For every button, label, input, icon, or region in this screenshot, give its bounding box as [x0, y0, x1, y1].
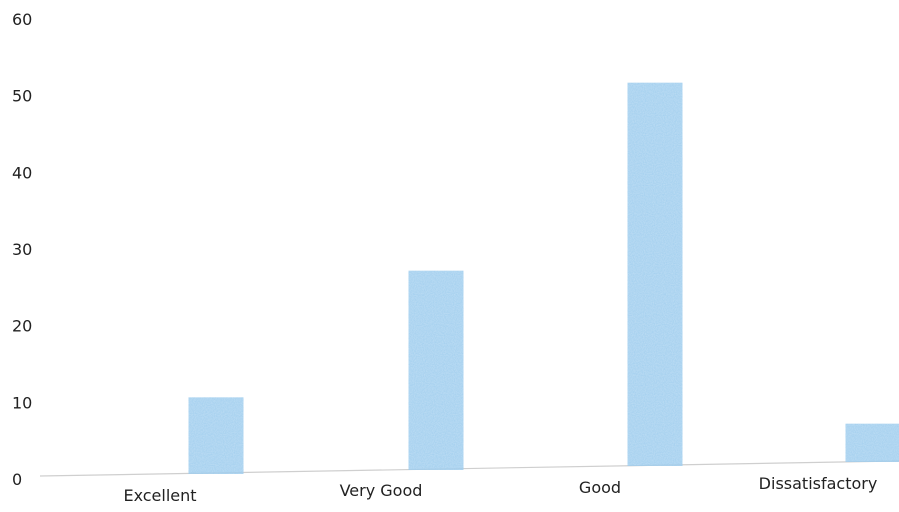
category-labels: Excellent Very Good Good Dissatisfactory [123, 474, 877, 505]
x-axis-baseline [39, 460, 899, 477]
category-label-excellent: Excellent [123, 486, 196, 505]
y-tick-label-10: 10 [12, 393, 32, 412]
y-tick-label-60: 60 [12, 10, 32, 29]
category-label-good: Good [579, 478, 621, 497]
y-tick-label-20: 20 [12, 317, 32, 336]
bar-good [627, 82, 683, 467]
bar-dissatisfactory [845, 423, 899, 462]
category-label-dissatisfactory: Dissatisfactory [759, 474, 878, 493]
y-tick-label-40: 40 [12, 163, 32, 182]
bar-excellent [188, 397, 244, 474]
y-axis-tick-labels: 0 10 20 30 40 50 60 [12, 10, 32, 489]
bars [188, 82, 899, 474]
category-label-very-good: Very Good [340, 481, 423, 500]
bar-very-good [408, 270, 464, 470]
y-tick-label-50: 50 [12, 87, 32, 106]
x-axis-line [39, 460, 899, 477]
y-tick-label-30: 30 [12, 240, 32, 259]
y-tick-label-0: 0 [12, 470, 22, 489]
